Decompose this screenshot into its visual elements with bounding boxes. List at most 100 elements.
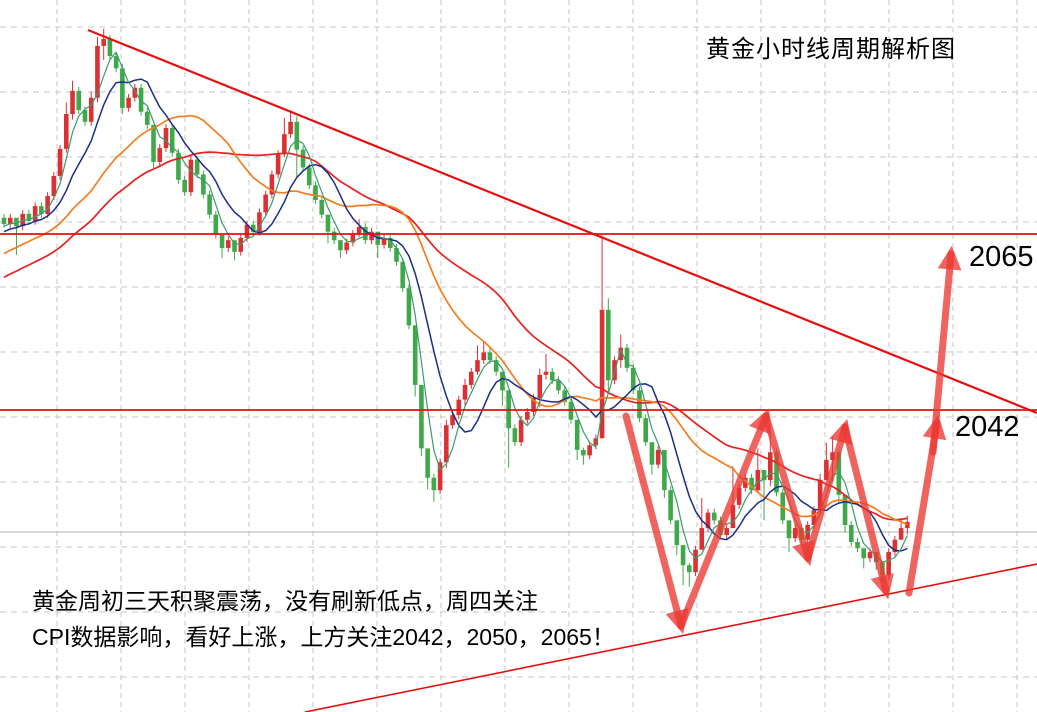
candle-body: [294, 121, 300, 150]
projection-arrow: [929, 245, 962, 456]
candle-body: [525, 412, 530, 420]
ma-line: [3, 51, 908, 563]
candle-body: [855, 542, 860, 549]
candle-body: [699, 528, 705, 550]
candle-body: [126, 97, 131, 108]
candle-body: [282, 134, 287, 155]
candle-body: [518, 419, 524, 443]
candle-body: [144, 111, 150, 125]
candle-body: [70, 90, 75, 115]
candle-body: [662, 449, 667, 491]
candle-body: [630, 367, 636, 391]
candle-body: [487, 352, 493, 361]
price-label-2065: 2065: [969, 241, 1034, 273]
candle-body: [693, 549, 698, 573]
candle-body: [824, 459, 829, 481]
candle-body: [811, 510, 817, 525]
candle-body: [431, 477, 437, 491]
candle-body: [680, 545, 686, 566]
candle-body: [643, 418, 648, 443]
candle-body: [263, 194, 268, 213]
candle-body: [687, 565, 692, 573]
candle-body: [45, 196, 50, 214]
candle-body: [462, 384, 468, 400]
candle-body: [151, 124, 156, 163]
analysis-note: 黄金周初三天积聚震荡，没有刷新低点，周四关注 CPI数据影响，看好上涨，上方关注…: [32, 583, 615, 655]
candle-body: [475, 360, 480, 372]
zigzag-arrow-segment: [804, 418, 853, 562]
candle-body: [225, 240, 231, 248]
candle-body: [543, 371, 549, 375]
candle-body: [257, 212, 262, 232]
candle-body: [169, 127, 175, 153]
candle-body: [599, 309, 605, 439]
candle-body: [381, 237, 387, 245]
candle-body: [26, 213, 32, 221]
candle-body: [182, 179, 187, 193]
candle-body: [176, 152, 181, 180]
candle-body: [394, 247, 399, 262]
candle-body: [618, 347, 624, 361]
descending-resistance: [87, 28, 1037, 415]
candle-body: [313, 185, 318, 200]
candle-body: [82, 110, 88, 122]
analysis-note-line1: 黄金周初三天积聚震荡，没有刷新低点，周四关注: [32, 588, 538, 614]
candle-body: [288, 121, 293, 135]
candle-body: [113, 56, 119, 69]
candle-body: [163, 127, 169, 149]
candle-body: [95, 45, 100, 98]
candle-body: [331, 231, 337, 241]
candle-body: [674, 520, 680, 546]
candle-body: [892, 539, 898, 553]
candle-body: [481, 352, 487, 361]
chart-title: 黄金小时线周期解析图: [706, 36, 956, 63]
candle-body: [369, 231, 374, 241]
candles-layer: [1, 28, 910, 587]
candle-body: [562, 390, 567, 402]
candle-body: [587, 445, 592, 456]
candle-body: [537, 374, 543, 399]
candle-body: [419, 384, 424, 449]
candle-body: [356, 227, 362, 234]
candle-body: [387, 237, 393, 248]
candle-body: [774, 452, 779, 493]
candle-body: [705, 512, 711, 529]
candle-body: [132, 87, 138, 98]
candle-body: [450, 415, 455, 426]
candle-body: [711, 512, 717, 521]
candle-body: [306, 167, 312, 186]
candle-body: [743, 477, 748, 488]
candle-body: [219, 234, 225, 248]
candle-body: [207, 194, 212, 215]
candle-body: [201, 174, 206, 195]
candle-body: [606, 309, 611, 381]
candle-body: [755, 470, 761, 491]
candle-body: [1, 217, 7, 224]
candle-body: [300, 149, 306, 168]
candle-body: [57, 148, 63, 176]
projection-arrows-layer: [622, 245, 962, 635]
ma-line: [3, 151, 908, 521]
candle-body: [344, 242, 349, 251]
candle-body: [444, 425, 449, 463]
candle-body: [425, 448, 430, 478]
candle-body: [7, 217, 13, 224]
candle-body: [32, 206, 38, 221]
candle-body: [655, 449, 661, 465]
candle-body: [649, 442, 655, 465]
candle-body: [64, 114, 69, 149]
price-label-2042: 2042: [955, 411, 1020, 443]
candle-body: [761, 470, 767, 481]
candle-body: [194, 159, 200, 175]
candle-body: [574, 419, 580, 450]
candle-body: [624, 347, 630, 368]
candle-body: [412, 325, 418, 385]
zigzag-arrow-segment: [677, 408, 772, 630]
candle-body: [792, 528, 798, 539]
candle-body: [120, 68, 125, 108]
candle-body: [767, 452, 773, 481]
candle-body: [51, 175, 57, 197]
